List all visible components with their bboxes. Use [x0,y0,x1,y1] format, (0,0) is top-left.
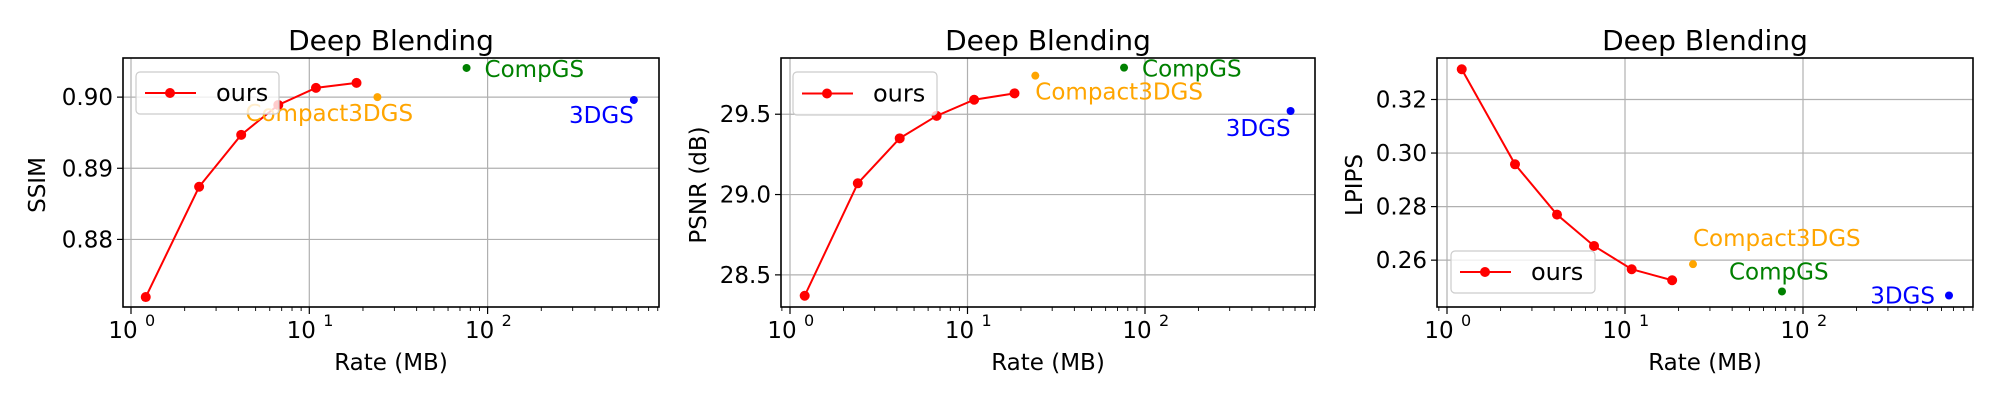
x-tick-exponent: 1 [1639,311,1649,330]
legend-box [792,71,938,116]
series-line-ours [1460,68,1673,282]
data-point [969,94,980,105]
y-tick-label: 0.26 [1376,248,1427,274]
baseline-point-compact3dgs [373,93,382,102]
baseline-label-3dgs: 3DGS [1870,283,1935,309]
y-tick-label: 29.5 [720,102,771,128]
panel-3-title: Deep Blending [1602,24,1808,57]
data-point [1456,64,1467,75]
legend-label: ours [216,79,268,107]
series-line-ours [144,81,357,298]
data-point [852,178,863,189]
x-tick-exponent: 2 [1817,311,1827,330]
baseline-label-compgs: CompGS [1729,259,1829,285]
legend-label: ours [873,80,925,108]
data-point [1589,240,1600,251]
panel-3-ylabel: LPIPS [1342,154,1368,216]
baseline-label-3dgs: 3DGS [1226,116,1291,142]
x-tick-exponent: 0 [145,311,155,330]
x-tick-exponent: 1 [982,311,992,330]
y-tick-label: 0.89 [62,156,113,182]
x-tick-exponent: 2 [502,311,512,330]
legend: ours [1450,250,1596,294]
panel-3: 0.26 0.28 0.30 0.32 10 0 10 1 10 2 Compact3DGS Comp… [1376,57,1974,344]
baseline-point-compgs [1777,287,1786,296]
baseline-label-compact3dgs: Compact3DGS [1035,80,1203,106]
x-tick-label: 10 [1780,318,1809,344]
baseline-point-3dgs [1286,107,1295,116]
y-tick-label: 0.28 [1376,195,1427,221]
data-point [1667,275,1678,286]
baseline-point-compgs [1120,63,1129,72]
legend: ours [792,71,938,116]
y-tick-label: 0.32 [1376,88,1427,114]
baseline-point-compact3dgs [1688,260,1697,269]
data-point [894,133,905,144]
y-tick-label: 0.88 [62,227,113,253]
baseline-point-compgs [462,63,471,72]
panel-3-xlabel: Rate (MB) [1648,350,1762,376]
panel-2-title: Deep Blending [945,24,1151,57]
legend-label: ours [1531,258,1583,286]
axes-frame [780,57,1316,308]
x-tick-label: 10 [287,318,316,344]
legend-marker-icon [165,88,175,98]
data-point [310,82,321,93]
baseline-label-compgs: CompGS [1142,57,1242,83]
legend-marker-icon [822,88,832,99]
legend-box [135,71,280,115]
data-point [1509,159,1520,170]
data-point [1009,88,1020,99]
x-tick-label: 10 [945,318,974,344]
x-tick-label: 10 [1424,318,1453,344]
y-tick-label: 29.0 [720,183,771,209]
axes-frame [122,57,660,308]
y-tick-label: 0.30 [1376,141,1427,167]
x-tick-exponent: 0 [804,311,814,330]
baseline-point-compact3dgs [1031,71,1040,80]
baseline-point-3dgs [629,95,638,104]
data-point [799,290,810,301]
axes-frame [1436,57,1974,308]
data-point [351,77,362,88]
panel-2-xlabel: Rate (MB) [991,350,1105,376]
baseline-label-compact3dgs: Compact3DGS [1693,226,1861,252]
legend-box [1450,250,1596,294]
panel-1-ylabel: SSIM [25,157,51,213]
baseline-point-3dgs [1944,291,1953,300]
x-tick-label: 10 [108,318,137,344]
panel-1-title: Deep Blending [288,24,494,57]
data-point [140,292,151,303]
x-tick-label: 10 [465,318,494,344]
x-tick-exponent: 1 [323,311,333,330]
x-tick-label: 10 [1602,318,1631,344]
baseline-label-compgs: CompGS [485,57,585,83]
x-tick-label: 10 [767,318,796,344]
data-point [1626,264,1637,275]
data-point [1552,209,1563,220]
legend: ours [135,71,280,115]
y-tick-label: 28.5 [720,263,771,289]
baseline-label-3dgs: 3DGS [569,103,634,129]
data-point [194,181,205,192]
y-tick-label: 0.90 [62,85,113,111]
legend-marker-icon [1480,267,1490,277]
series-line-ours [803,92,1015,297]
panel-2-ylabel: PSNR (dB) [686,126,712,243]
x-tick-label: 10 [1122,318,1151,344]
x-tick-exponent: 0 [1461,311,1471,330]
data-point [236,129,247,140]
x-tick-exponent: 2 [1159,311,1169,330]
panel-1-xlabel: Rate (MB) [334,350,448,376]
